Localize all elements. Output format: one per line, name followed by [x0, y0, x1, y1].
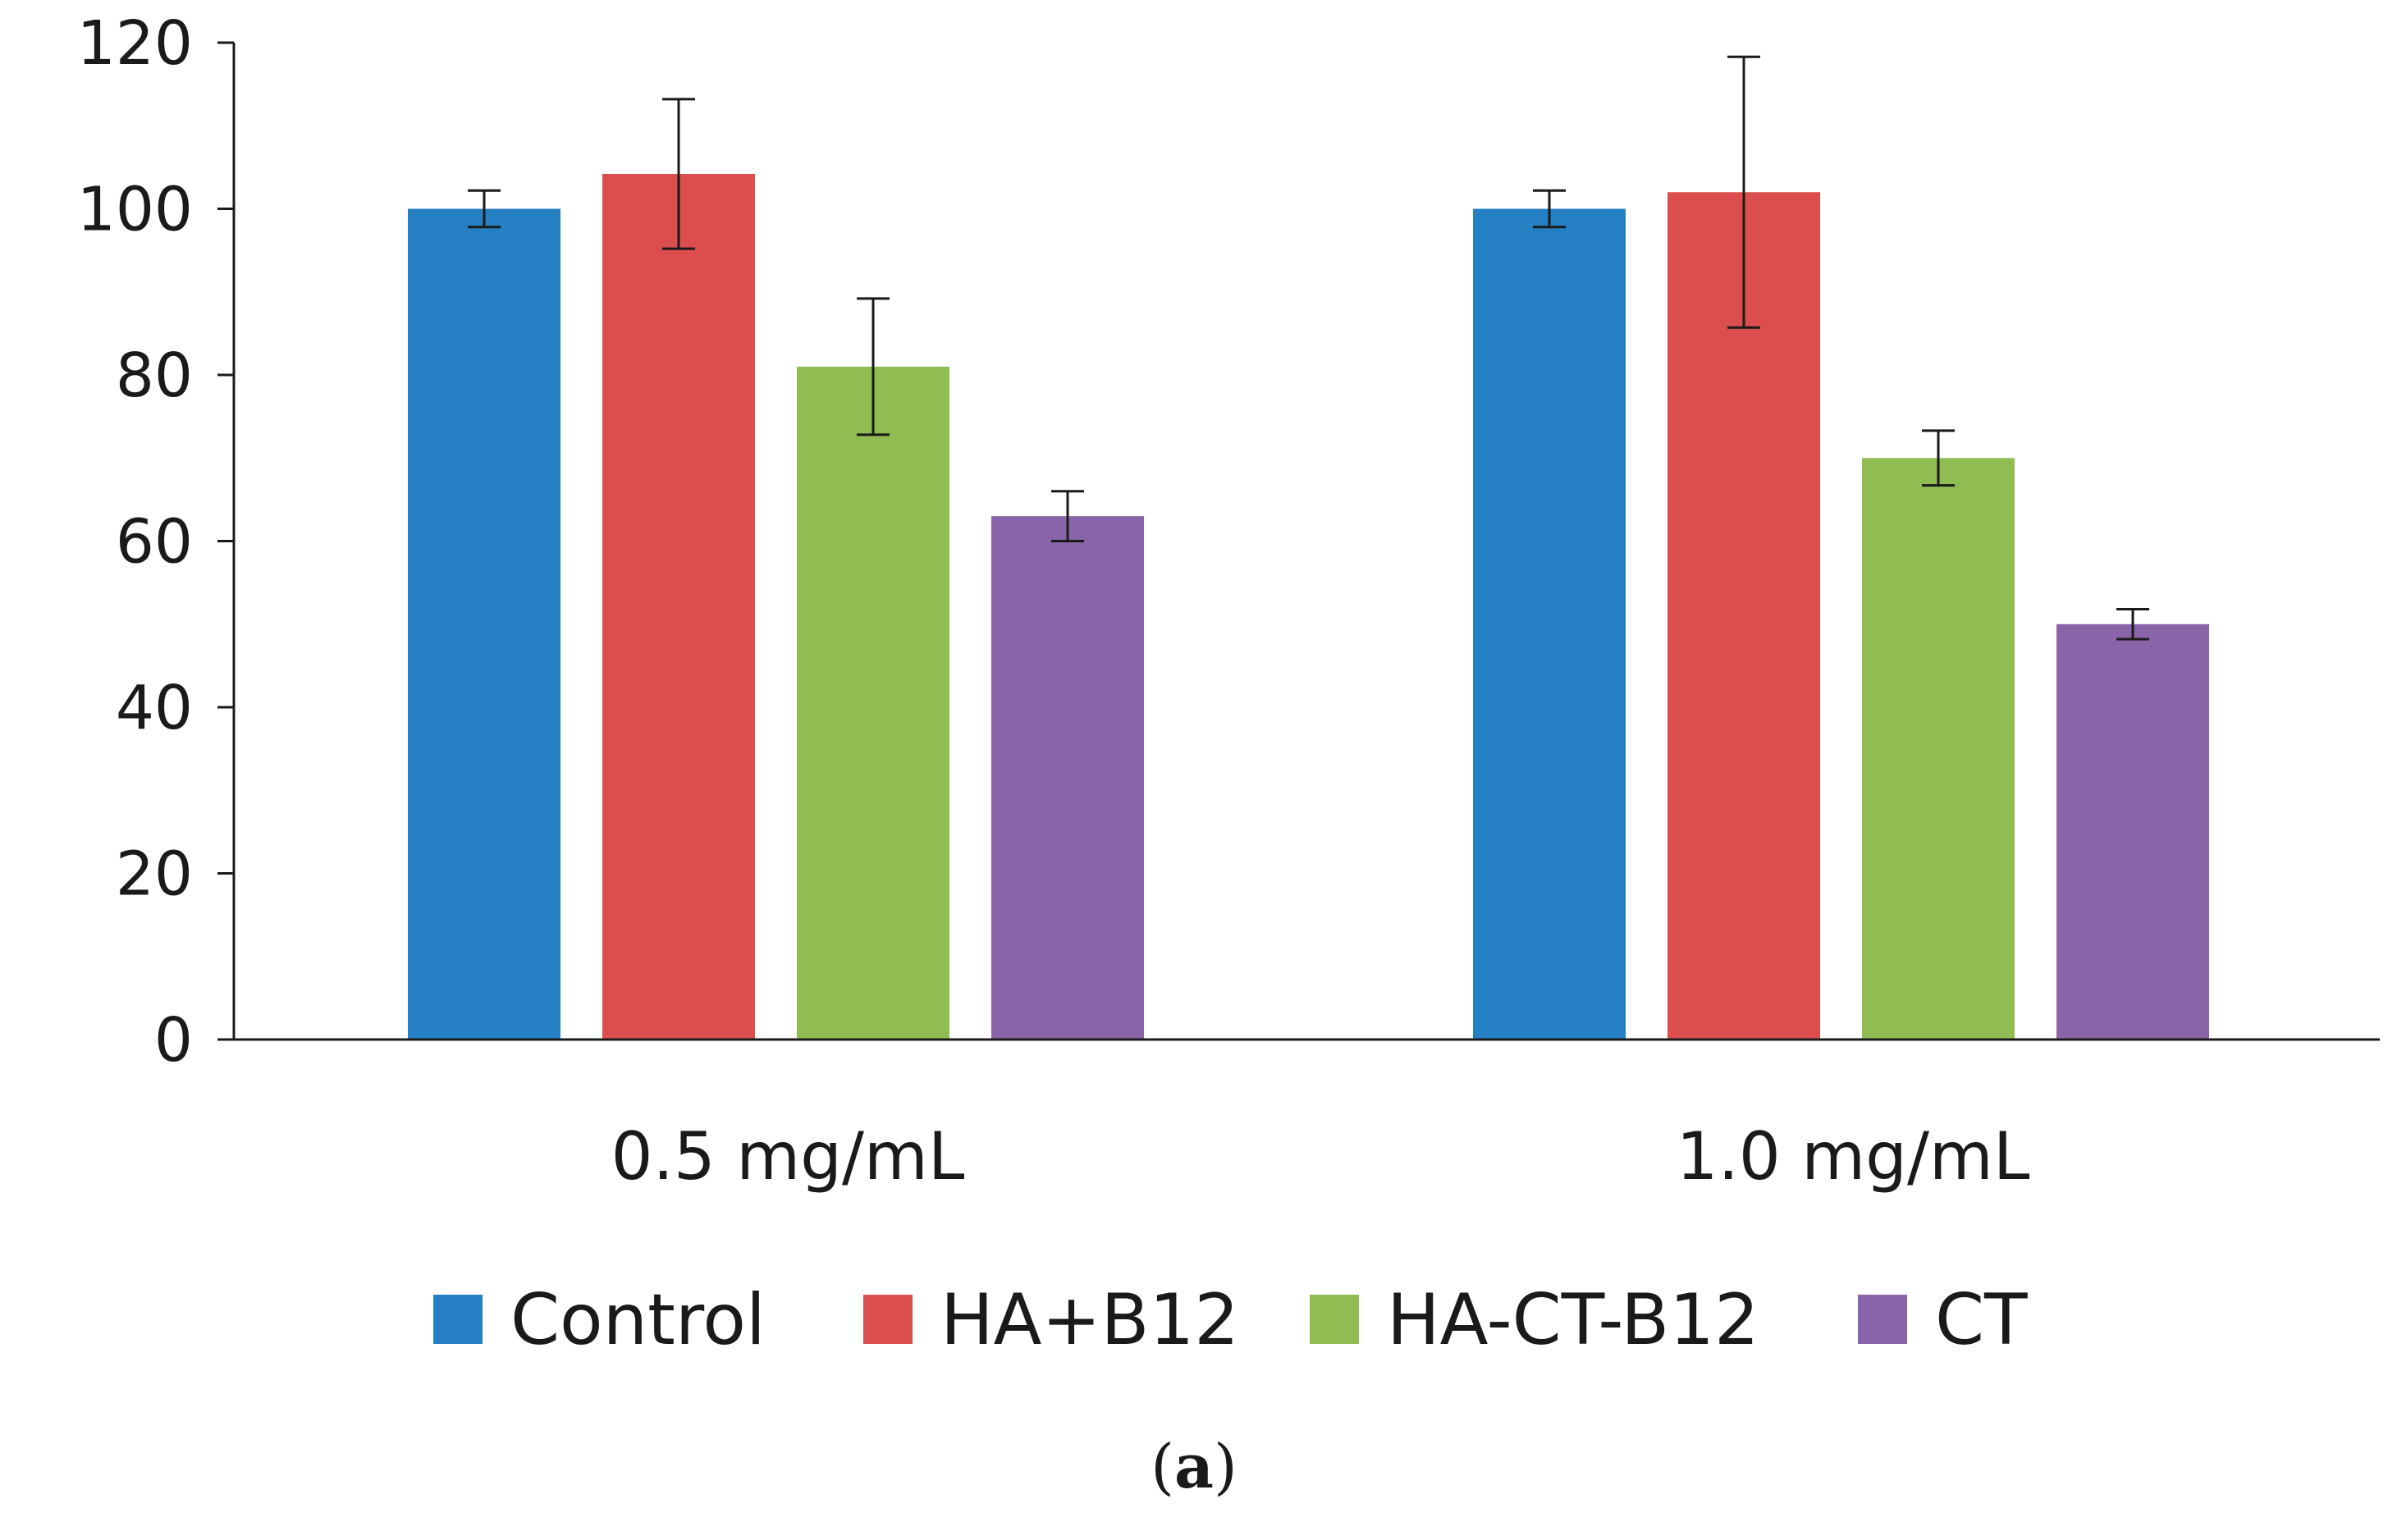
y-axis: 0 20 40 60 80 100 120 — [77, 8, 236, 1076]
legend-item: HA-CT-B12 — [1310, 1279, 1759, 1361]
caption-close: ) — [1213, 1432, 1237, 1502]
legend-item: CT — [1858, 1279, 2028, 1361]
bar-ct-1 — [991, 516, 1144, 1040]
x-category-label: 1.0 mg/mL — [1677, 1118, 2030, 1195]
legend-label: CT — [1935, 1279, 2028, 1361]
y-tick-label: 60 — [116, 507, 193, 578]
x-category-label: 0.5 mg/mL — [611, 1118, 965, 1195]
caption-label: a — [1174, 1432, 1214, 1502]
legend-item: HA+B12 — [863, 1279, 1239, 1361]
error-bar — [1727, 55, 1760, 329]
y-tick-label: 120 — [77, 8, 193, 79]
legend-swatch — [1310, 1295, 1359, 1344]
bar-ha-ct-b12-1 — [797, 366, 949, 1040]
legend-label: Control — [510, 1279, 766, 1361]
bars — [408, 55, 2209, 1040]
error-bar — [1922, 429, 1955, 487]
error-bar — [2116, 608, 2149, 641]
error-bar — [1051, 490, 1084, 542]
y-tick-label: 80 — [116, 340, 193, 411]
bar-ha-b12-1 — [602, 173, 755, 1040]
legend-item: Control — [433, 1279, 766, 1361]
x-axis: 0.5 mg/mL 1.0 mg/mL — [234, 1038, 2380, 1195]
legend-swatch — [433, 1295, 483, 1344]
error-bar — [468, 189, 501, 229]
y-tick-label: 40 — [116, 673, 193, 743]
error-bar — [1533, 189, 1566, 229]
bar-ha-ct-b12-2 — [1862, 458, 2015, 1040]
caption-open: ( — [1151, 1432, 1175, 1502]
error-bar — [857, 297, 890, 436]
bar-control-1 — [408, 208, 560, 1040]
figure-caption: (a) — [0, 1432, 2388, 1502]
bar-ha-b12-2 — [1667, 192, 1820, 1040]
y-tick-label: 100 — [77, 175, 193, 245]
y-tick-label: 0 — [154, 1005, 193, 1076]
y-tick-label: 20 — [116, 839, 193, 910]
legend-label: HA-CT-B12 — [1387, 1279, 1759, 1361]
legend-swatch — [863, 1295, 913, 1344]
bar-ct-2 — [2056, 624, 2209, 1040]
legend-swatch — [1858, 1295, 1907, 1344]
bar-control-2 — [1473, 208, 1626, 1040]
legend: Control HA+B12 HA-CT-B12 CT — [433, 1279, 2028, 1361]
error-bar — [662, 98, 695, 250]
legend-label: HA+B12 — [940, 1279, 1239, 1361]
